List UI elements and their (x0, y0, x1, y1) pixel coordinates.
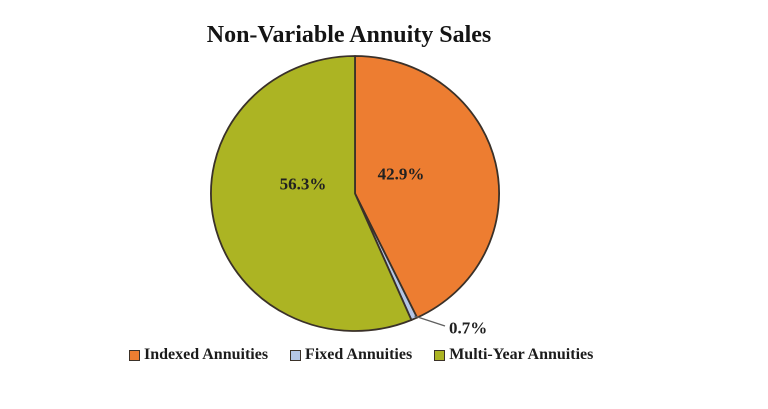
legend-swatch-multi-year-annuities (434, 349, 446, 361)
legend-label-indexed-annuities: Indexed Annuities (144, 346, 269, 363)
chart-title: Non-Variable Annuity Sales (206, 22, 492, 48)
legend-item-fixed-annuities: Fixed Annuities (290, 346, 412, 364)
slice-label-indexed-annuities: 42.9% (378, 165, 425, 184)
legend-swatch-fixed-annuities (290, 349, 302, 361)
pie-slice-indexed-annuities (354, 55, 500, 319)
slice-label-fixed-annuities: 0.7% (449, 319, 487, 338)
legend-item-indexed-annuities: Indexed Annuities (129, 346, 268, 364)
slice-label-multi-year-annuities: 56.3% (280, 175, 327, 194)
legend-label-fixed-annuities: Fixed Annuities (305, 346, 413, 363)
legend-item-multi-year-annuities: Multi-Year Annuities (434, 346, 593, 364)
pie-slice-multi-year-annuities (210, 55, 413, 332)
legend-label-multi-year-annuities: Multi-Year Annuities (449, 346, 594, 363)
leader-line-fixed-annuities (414, 315, 446, 327)
legend-swatch-indexed-annuities (129, 349, 140, 361)
legend: Indexed Annuities Fixed Annuities Multi-… (129, 346, 593, 364)
